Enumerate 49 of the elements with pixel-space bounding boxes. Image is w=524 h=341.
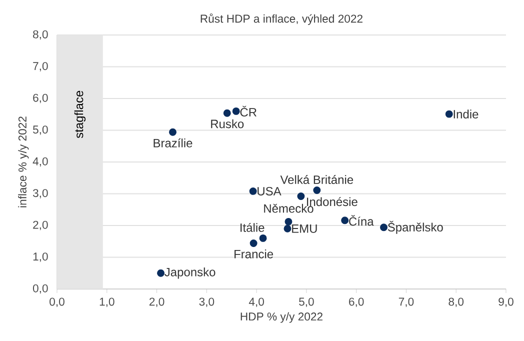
- band-label: stagflace: [74, 90, 86, 138]
- annotation: ČR: [240, 106, 256, 117]
- annotation: Japonsko: [164, 268, 216, 279]
- annotation: USA: [258, 186, 282, 196]
- x-tick-label: 3,0: [199, 298, 214, 308]
- point: [341, 216, 349, 224]
- annotation: Čína: [349, 215, 374, 226]
- point: [223, 109, 231, 117]
- y-tick-label: 2,0: [33, 220, 48, 230]
- x-tick-label: 9,0: [498, 298, 514, 308]
- y-axis-title: inflace % y/y 2022: [18, 116, 29, 208]
- point: [380, 224, 388, 232]
- point: [284, 224, 292, 232]
- x-tick-label: 6,0: [349, 298, 364, 308]
- point: [232, 107, 240, 115]
- x-tick-label: 0,0: [50, 298, 64, 308]
- annotation: Španělsko: [388, 220, 443, 234]
- point: [313, 186, 321, 194]
- y-tick-label: 1,0: [33, 252, 48, 262]
- y-tick-label: 3,0: [32, 189, 48, 198]
- point: [169, 128, 176, 136]
- annotation: Velká Británie: [280, 175, 354, 184]
- point: [157, 269, 165, 277]
- y-tick-label: 7,0: [33, 62, 48, 72]
- x-tick-label: 5,0: [299, 298, 314, 308]
- x-axis-title: HDP % y/y 2022: [240, 312, 322, 323]
- y-tick-label: 8,0: [33, 30, 48, 40]
- y-tick-label: 5,0: [33, 126, 48, 135]
- point: [445, 110, 453, 118]
- x-tick-label: 8,0: [448, 298, 464, 308]
- annotation: Indie: [454, 110, 478, 118]
- y-tick-label: 4,0: [32, 157, 48, 167]
- x-tick-label: 4,0: [248, 298, 264, 308]
- annotation: Itálie: [240, 222, 264, 232]
- y-tick-label: 6,0: [33, 94, 48, 104]
- point: [259, 234, 267, 242]
- point: [297, 192, 305, 200]
- annotation: Brazílie: [154, 138, 192, 148]
- annotation: Rusko: [211, 119, 244, 128]
- annotation: EMU: [292, 224, 317, 233]
- chart-title: Růst HDP a inflace, výhled 2022: [200, 13, 362, 25]
- point: [284, 218, 292, 226]
- annotation: Francie: [234, 250, 274, 258]
- point: [250, 240, 258, 248]
- x-tick-label: 2,0: [149, 298, 164, 308]
- point: [249, 187, 257, 195]
- x-tick-label: 7,0: [398, 298, 414, 308]
- y-tick-label: 0,0: [32, 284, 48, 294]
- x-tick-label: 1,0: [100, 298, 114, 308]
